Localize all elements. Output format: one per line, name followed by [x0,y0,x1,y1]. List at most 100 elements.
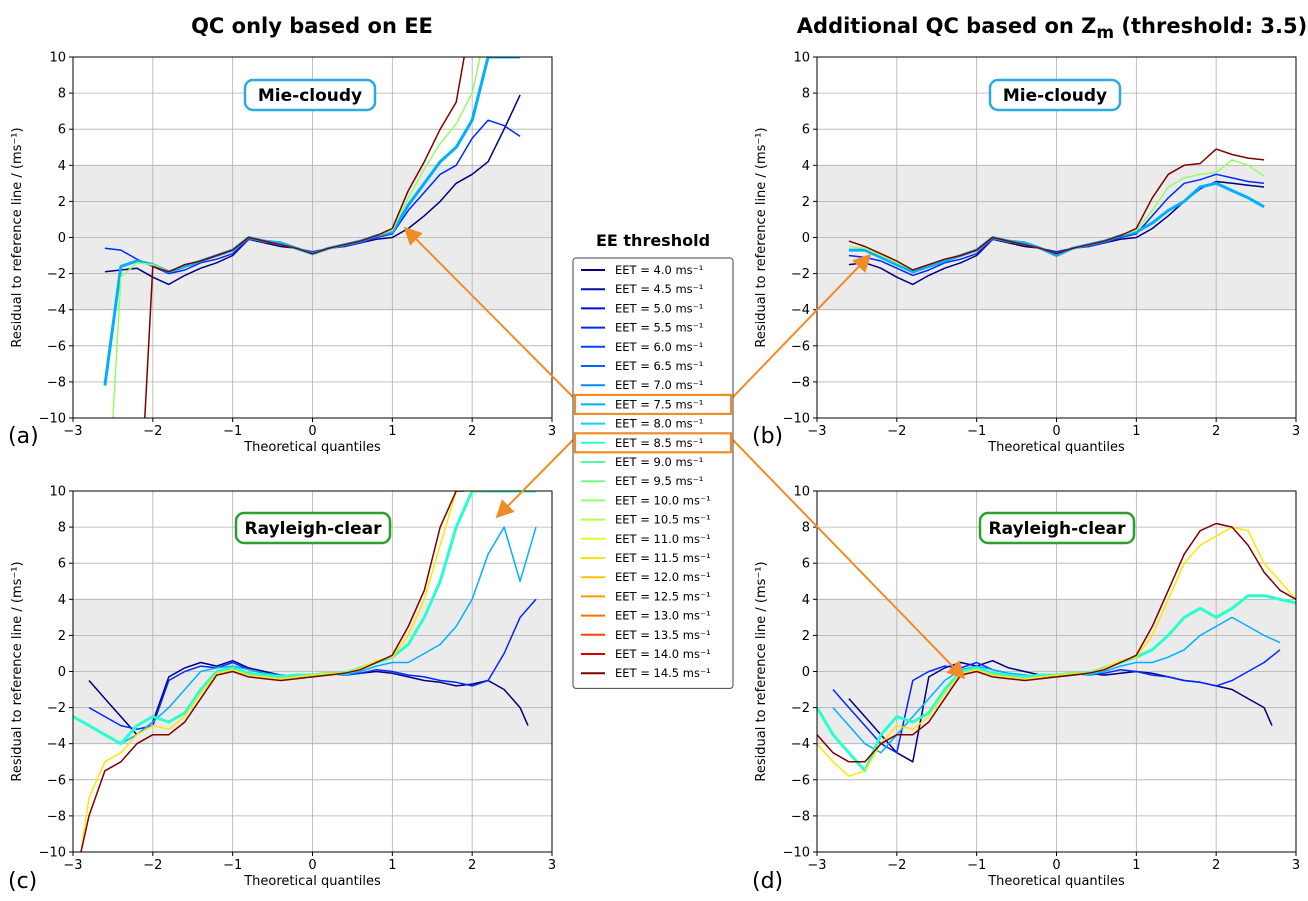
legend-highlight-box [573,432,733,454]
series-line [817,522,1296,763]
legend-entry: EET = 12.5 ms⁻¹ [615,589,711,603]
y-axis-label: Residual to reference line / (ms⁻¹) [10,127,25,347]
y-tick-label: 8 [802,87,810,102]
series-line [817,526,1296,777]
panel-letter: (b) [752,424,783,449]
legend-entry: EET = 6.0 ms⁻¹ [615,340,703,354]
y-tick-label: 0 [802,231,810,246]
x-tick-label: 1 [1132,424,1140,439]
legend-entry: EET = 7.0 ms⁻¹ [615,378,703,392]
x-tick-label: 0 [1052,424,1060,439]
x-tick-label: 2 [1212,424,1220,439]
y-tick-label: −4 [791,737,810,752]
y-tick-label: 6 [802,557,810,572]
legend-entry: EET = 11.5 ms⁻¹ [615,551,711,565]
legend-entry: EET = 9.0 ms⁻¹ [615,455,703,469]
y-tick-label: 6 [802,123,810,138]
series-line [104,119,521,275]
badge-label: Mie-cloudy [1003,86,1107,106]
legend-entry: EET = 14.5 ms⁻¹ [615,666,711,680]
y-tick-label: 4 [58,593,66,608]
legend-entry: EET = 8.0 ms⁻¹ [615,417,703,431]
right-title-prefix: Additional QC based on Z [797,14,1097,38]
x-axis-label: Theoretical quantiles [243,440,381,455]
y-axis-label: Residual to reference line / (ms⁻¹) [754,127,769,347]
x-tick-label: 0 [308,858,316,873]
y-axis-label: Residual to reference line / (ms⁻¹) [754,561,769,781]
legend-box [572,257,734,689]
y-tick-label: 0 [58,231,66,246]
x-tick-label: 3 [548,424,556,439]
legend-highlight-box [573,393,733,415]
series-line [848,148,1265,271]
panel-letter: (d) [752,869,783,894]
y-tick-label: 6 [58,123,66,138]
y-tick-label: −6 [47,339,66,354]
badge-box [243,78,377,112]
legend-entry: EET = 5.0 ms⁻¹ [615,301,703,315]
x-tick-label: −2 [887,424,906,439]
x-tick-label: −2 [143,858,162,873]
series-line [848,181,1265,274]
series-lines [73,491,537,852]
x-tick-label: −1 [223,858,242,873]
panel-letter: (a) [8,424,39,449]
panels-layer: −3 −2 −1 0 1 2 3−10−8−6−4−20246810Theoretical … [8,51,1300,895]
x-axis-label: Theoretical quantiles [987,440,1125,455]
legend-entry: EET = 10.5 ms⁻¹ [615,513,711,527]
badge-label: Mie-cloudy [258,86,362,106]
panel-b: −3 −2 −1 0 1 2 3−10−8−6−4−20246810Theoretical … [752,51,1300,456]
x-tick-label: 1 [1132,858,1140,873]
series-lines [103,57,521,418]
legend-entry: EET = 9.5 ms⁻¹ [615,474,703,488]
x-axis-label: Theoretical quantiles [987,874,1125,889]
y-tick-label: 10 [793,485,810,500]
y-tick-label: −4 [47,303,66,318]
legend-entry: EET = 5.5 ms⁻¹ [615,321,703,335]
x-tick-label: 2 [468,424,476,439]
y-tick-label: 2 [58,195,66,210]
annotation-arrows [403,226,966,680]
y-tick-label: −8 [47,809,66,824]
y-tick-label: 4 [58,159,66,174]
series-line [73,491,536,746]
right-title-suffix: (threshold: 3.5) [1114,14,1307,38]
y-tick-label: −6 [47,773,66,788]
annotation-arrow [732,253,872,398]
legend-entry: EET = 4.5 ms⁻¹ [615,282,703,296]
y-tick-label: 6 [58,557,66,572]
y-tick-label: −4 [47,737,66,752]
series-line [80,491,465,852]
badge-box [978,511,1136,545]
legend: EE threshold EET = 4.0 ms⁻¹ EET = 4.5 ms⁻¹… [572,231,734,689]
y-tick-label: 2 [802,195,810,210]
x-tick-label: 1 [388,424,396,439]
x-tick-label: −2 [887,858,906,873]
annotation-arrow [495,439,574,519]
legend-title: EE threshold [596,231,710,250]
y-tick-label: 2 [58,629,66,644]
legend-entry: EET = 11.0 ms⁻¹ [615,532,711,546]
x-tick-label: 2 [468,858,476,873]
badge-box [234,511,392,545]
y-tick-label: −10 [39,846,66,861]
y-tick-label: 10 [49,51,66,66]
panel-letter: (c) [8,869,37,894]
right-title-subscript: m [1096,23,1114,43]
panel-d: −3 −2 −1 0 1 2 3−10−8−6−4−20246810Theoretical … [752,485,1300,895]
y-tick-label: −10 [783,846,810,861]
badge-label: Rayleigh-clear [989,519,1127,539]
x-tick-label: 3 [1292,424,1300,439]
y-tick-label: 8 [802,521,810,536]
panel-c: −3 −2 −1 0 1 2 3−10−8−6−4−20246810Theoretical … [8,485,556,895]
annotation-arrow [403,226,574,398]
y-tick-label: −2 [791,701,810,716]
y-tick-label: −4 [791,303,810,318]
y-tick-label: 2 [802,629,810,644]
y-tick-label: 4 [802,159,810,174]
series-lines [817,522,1296,777]
y-tick-label: −10 [783,412,810,427]
legend-entry: EET = 7.5 ms⁻¹ [615,397,703,411]
y-axis-label: Residual to reference line / (ms⁻¹) [10,561,25,781]
